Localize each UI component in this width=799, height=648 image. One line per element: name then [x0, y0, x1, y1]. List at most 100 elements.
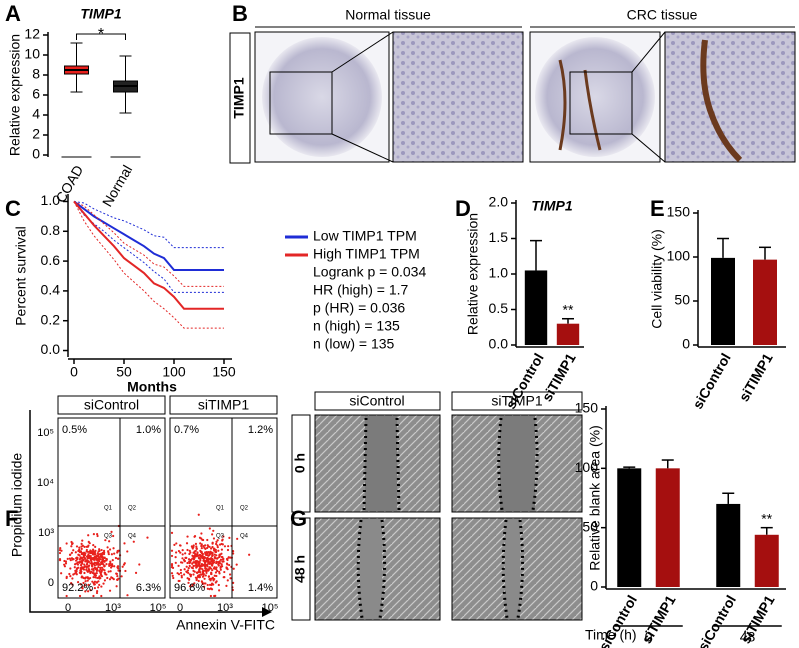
event-dot	[86, 550, 90, 554]
event-dot	[213, 553, 216, 556]
event-dot	[190, 566, 193, 569]
event-dot	[181, 548, 184, 552]
event-dot	[94, 574, 98, 577]
event-dot	[214, 571, 218, 574]
event-dot	[116, 574, 119, 578]
event-dot	[89, 571, 92, 574]
event-dot	[120, 575, 123, 578]
x-tick-label: 0	[65, 602, 71, 614]
x-tick-label: 100	[162, 364, 186, 380]
event-dot	[88, 570, 91, 573]
y-tick-label: 10	[24, 46, 40, 62]
event-dot	[92, 544, 95, 547]
y-axis-label: Relative blank area (%)	[587, 425, 603, 571]
event-dot	[73, 563, 77, 566]
x-tick-label: 10³	[105, 602, 121, 614]
event-dot	[82, 555, 85, 558]
event-dot	[199, 542, 202, 545]
event-dot	[100, 594, 103, 598]
event-dot	[196, 571, 199, 574]
header-box	[314, 391, 441, 411]
event-dot	[204, 551, 207, 554]
tissue-core	[262, 37, 382, 157]
event-dot	[146, 536, 149, 539]
panel-g: G siControl siTIMP1 0 h 48 h	[290, 391, 583, 621]
event-dot	[91, 580, 94, 583]
event-dot	[83, 584, 87, 587]
event-dot	[201, 575, 205, 578]
event-dot	[225, 584, 228, 588]
y-tick-label: 4	[32, 106, 40, 122]
event-dot	[101, 551, 104, 554]
event-dot	[100, 548, 103, 552]
event-dot	[212, 529, 215, 532]
event-dot	[170, 564, 174, 567]
event-dot	[228, 563, 231, 567]
event-dot	[94, 556, 97, 559]
event-dot	[114, 556, 118, 560]
quadrant-percent: 96.8%	[174, 582, 205, 594]
edge-lines	[356, 417, 539, 619]
axis-arrow	[29, 410, 262, 613]
event-dot	[216, 546, 219, 549]
event-dot	[218, 589, 221, 592]
panel-b: B Normal tissue CRC tissue TIMP1	[229, 1, 796, 164]
event-dot	[58, 558, 62, 561]
event-dot	[95, 558, 98, 562]
event-dot	[108, 548, 112, 551]
event-dot	[104, 573, 107, 576]
y-tick-label: 0.6	[41, 252, 61, 268]
event-dot	[197, 556, 201, 559]
event-dot	[94, 553, 97, 556]
zoom-box	[569, 71, 633, 135]
event-dot	[191, 554, 194, 557]
event-dot	[201, 564, 204, 567]
quadrant-percent: 6.3%	[136, 582, 161, 594]
event-dot	[226, 548, 230, 552]
event-dot	[124, 569, 127, 573]
event-dot	[70, 551, 73, 554]
event-dot	[192, 569, 195, 572]
event-dot	[232, 581, 235, 584]
event-dot	[95, 591, 99, 595]
event-dot	[187, 581, 190, 584]
event-dot	[185, 565, 188, 568]
event-dot	[116, 566, 119, 569]
y-tick-label: 0.0	[489, 336, 509, 352]
event-dot	[193, 582, 196, 585]
event-dot	[211, 541, 214, 544]
event-dot	[94, 549, 97, 552]
y-tick-label: 12	[24, 26, 40, 42]
event-dot	[60, 572, 63, 575]
event-dot	[90, 561, 93, 564]
annotation: **	[563, 301, 574, 317]
event-dot	[138, 563, 141, 566]
event-dot	[212, 559, 216, 562]
event-dot	[87, 583, 90, 586]
event-dot	[220, 548, 224, 551]
event-dot	[174, 556, 177, 559]
y-tick-label: 150	[667, 204, 691, 220]
event-dot	[103, 579, 107, 582]
event-dot	[195, 578, 198, 582]
event-dot	[66, 557, 69, 560]
event-dot	[98, 583, 101, 586]
event-dot	[226, 579, 229, 582]
event-dot	[206, 565, 209, 568]
event-dot	[110, 553, 113, 556]
event-dot	[189, 573, 193, 576]
event-dot	[110, 576, 113, 579]
event-dot	[87, 565, 90, 568]
event-dot	[79, 568, 83, 571]
event-dot	[236, 537, 239, 540]
panel-label: D	[455, 196, 471, 221]
event-dot	[80, 547, 83, 550]
y-axis-label: Relative expression	[7, 34, 23, 156]
event-dot	[85, 555, 89, 558]
event-dot	[214, 550, 218, 554]
scratch	[360, 519, 382, 619]
event-dot	[178, 579, 181, 583]
panel-label: A	[5, 1, 21, 26]
event-dot	[85, 545, 88, 548]
event-dot	[65, 575, 68, 578]
